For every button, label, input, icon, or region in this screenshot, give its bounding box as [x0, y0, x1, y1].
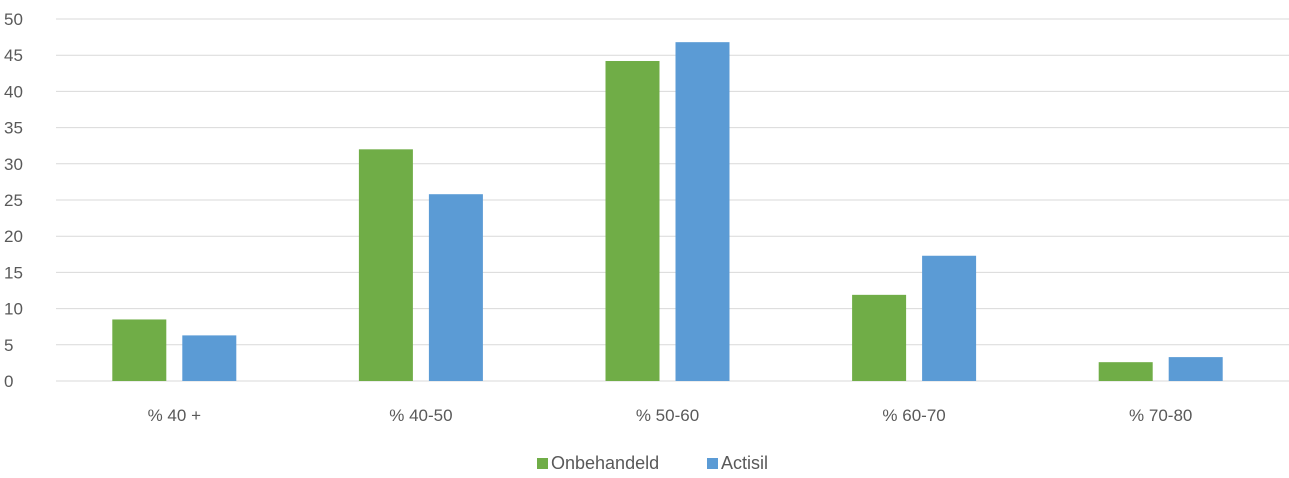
bar-onbehandeld-4	[852, 294, 907, 381]
y-tick-label: 5	[4, 336, 13, 355]
y-axis-tick-labels: 0 5 10 15 20 25 30 35 40 45 50	[4, 10, 23, 391]
bar-actisil-1	[182, 335, 237, 381]
legend-label-actisil: Actisil	[721, 453, 768, 473]
bar-actisil-4	[922, 255, 977, 381]
x-category-label: % 70-80	[1129, 406, 1192, 425]
legend-swatch-onbehandeld	[537, 458, 548, 469]
y-tick-label: 20	[4, 227, 23, 246]
y-tick-label: 25	[4, 191, 23, 210]
bar-actisil-5	[1168, 357, 1223, 381]
y-tick-label: 10	[4, 300, 23, 319]
bar-actisil-2	[428, 194, 483, 381]
y-tick-label: 45	[4, 46, 23, 65]
y-tick-label: 40	[4, 82, 23, 101]
y-tick-label: 15	[4, 263, 23, 282]
bar-onbehandeld-5	[1098, 362, 1153, 381]
bar-onbehandeld-3	[605, 60, 660, 381]
x-category-label: % 40 +	[148, 406, 201, 425]
bar-actisil-3	[675, 42, 730, 381]
x-axis-category-labels: % 40 + % 40-50 % 50-60 % 60-70 % 70-80	[148, 406, 1193, 425]
gridlines	[56, 18, 1289, 382]
x-category-label: % 50-60	[636, 406, 699, 425]
legend: Onbehandeld Actisil	[537, 453, 768, 473]
legend-swatch-actisil	[707, 458, 718, 469]
y-tick-label: 50	[4, 10, 23, 29]
legend-label-onbehandeld: Onbehandeld	[551, 453, 659, 473]
y-tick-label: 0	[4, 372, 13, 391]
y-tick-label: 30	[4, 155, 23, 174]
bar-onbehandeld-2	[358, 149, 413, 381]
bars	[112, 42, 1223, 381]
bar-onbehandeld-1	[112, 319, 167, 381]
y-tick-label: 35	[4, 119, 23, 138]
x-category-label: % 60-70	[882, 406, 945, 425]
x-category-label: % 40-50	[389, 406, 452, 425]
